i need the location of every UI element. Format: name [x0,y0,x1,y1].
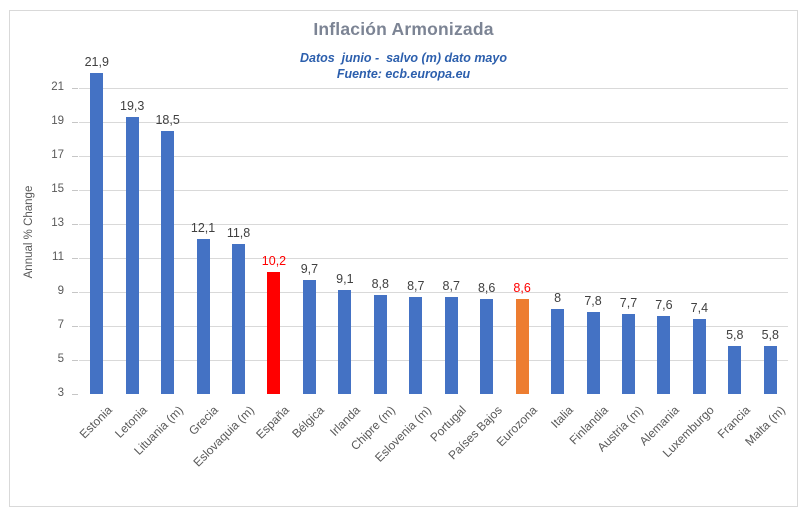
bar-value-label: 8,7 [407,279,425,294]
y-tick-label: 11 [52,251,64,263]
bar [692,319,706,394]
bar-value-label: 10,2 [261,253,287,268]
y-tick-mark [72,394,78,395]
gridline [79,258,788,259]
bar [409,297,423,394]
bar-value-label: 9,1 [336,272,354,287]
bar-value-label: 19,3 [120,98,145,113]
y-tick-mark [72,156,78,157]
y-tick-label: 5 [57,353,64,365]
gridline [79,292,788,293]
bar [763,346,777,394]
bar-value-label: 8,7 [442,279,460,294]
y-tick-mark [72,122,78,123]
bar [551,309,565,394]
gridline [79,88,788,89]
y-tick-label: 3 [57,387,64,399]
y-tick-mark [72,190,78,191]
bar-value-label: 7,6 [655,297,673,312]
bar [621,314,635,394]
bar [161,130,175,394]
bar-value-label: 18,5 [155,112,180,127]
bar [267,271,281,394]
bar [90,72,104,394]
bar [302,280,316,394]
chart-frame: Inflación Armonizada Datos junio - salvo… [9,10,798,507]
y-tick-mark [72,224,78,225]
gridline [79,326,788,327]
bar [515,298,529,394]
y-tick-label: 13 [51,217,64,229]
plot-area: 3 5 7 9 11 13 15 17 19 21 21,9 Estonia 19,3 Letonia 18… [51,55,788,470]
bar-value-label: 8,6 [513,280,531,295]
bar [125,116,139,394]
bar-value-label: 8 [554,291,562,305]
bar [657,315,671,394]
y-tick-label: 19 [51,115,64,127]
bar [586,312,600,394]
bar-value-label: 21,9 [84,54,109,69]
gridline [79,360,788,361]
gridline [79,122,788,123]
chart-source: Fuente: ecb.europa.eu [336,67,471,81]
bar [196,239,210,394]
bar-value-label: 7,7 [619,296,638,311]
chart-subtitle: Datos junio - salvo (m) dato mayo [300,51,507,65]
bar [444,297,458,394]
y-tick-mark [72,88,78,89]
bar-value-label: 7,8 [584,294,602,309]
bar-value-label: 5,8 [726,328,744,343]
y-tick-mark [72,292,78,293]
y-tick-label: 21 [51,81,64,93]
bar-value-label: 5,8 [761,328,779,343]
y-tick-label: 15 [51,183,64,195]
y-tick-label: 9 [57,285,64,297]
bar [232,244,246,394]
y-tick-mark [72,360,78,361]
bar-value-label: 8,6 [477,280,496,295]
bar [728,346,742,394]
gridline [79,190,788,191]
bar-value-label: 9,7 [300,262,319,277]
chart-title: Inflación Armonizada [313,19,494,39]
y-axis-title: Annual % Change [23,185,35,279]
bar-value-label: 7,4 [690,301,709,316]
bar-value-label: 8,8 [371,277,389,292]
gridline [79,224,788,225]
bar-value-label: 12,1 [190,221,216,236]
bar-value-label: 11,8 [226,226,251,241]
y-tick-label: 17 [51,149,64,161]
y-tick-mark [72,258,78,259]
bar [480,298,494,394]
y-tick-mark [72,326,78,327]
gridline [79,156,788,157]
bar [338,290,352,394]
bar [373,295,387,394]
y-tick-label: 7 [57,319,64,331]
